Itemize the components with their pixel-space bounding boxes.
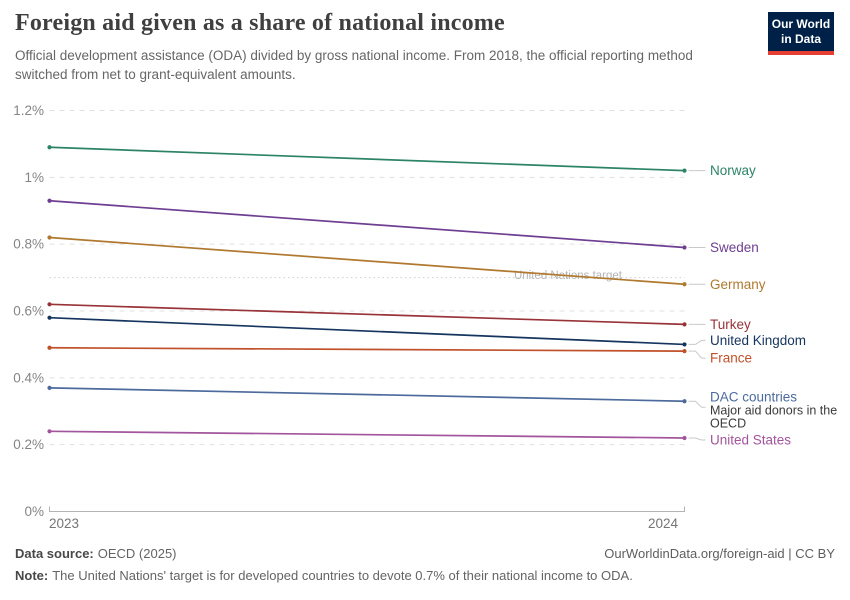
series-point-sweden-end[interactable] bbox=[682, 245, 687, 250]
series-label-norway[interactable]: Norway bbox=[710, 163, 756, 178]
series-point-norway-start[interactable] bbox=[47, 145, 52, 150]
label-connector-united-kingdom bbox=[688, 339, 706, 345]
y-tick-label: 0.8% bbox=[13, 237, 44, 252]
series-line-sweden[interactable] bbox=[49, 199, 685, 249]
series-point-dac-countries-end[interactable] bbox=[682, 399, 687, 404]
owid-logo-line1: Our World bbox=[771, 17, 831, 31]
x-axis bbox=[49, 506, 685, 512]
footer-note-label: Note: bbox=[15, 568, 49, 583]
series-line-france[interactable] bbox=[49, 346, 685, 352]
series-point-germany-start[interactable] bbox=[47, 235, 52, 240]
series-point-turkey-start[interactable] bbox=[47, 302, 52, 307]
series-point-dac-countries-start[interactable] bbox=[47, 385, 52, 390]
label-connector-united-states bbox=[688, 437, 706, 441]
series-line-united-states[interactable] bbox=[49, 430, 685, 439]
chart-subtitle: Official development assistance (ODA) di… bbox=[15, 48, 693, 83]
data-source-value: OECD (2025) bbox=[97, 546, 177, 561]
data-source: Data source: OECD (2025) bbox=[15, 546, 177, 561]
series-line-norway[interactable] bbox=[49, 146, 685, 172]
label-connector-dac-countries bbox=[688, 400, 706, 408]
series-point-france-end[interactable] bbox=[682, 349, 687, 354]
data-source-label: Data source: bbox=[15, 546, 94, 561]
series-point-united-states-end[interactable] bbox=[682, 435, 687, 441]
footer-link[interactable]: OurWorldinData.org/foreign-aid | CC BY bbox=[604, 546, 835, 561]
y-tick-label: 1.2% bbox=[13, 103, 44, 118]
chart-header: Foreign aid given as a share of national… bbox=[15, 10, 755, 84]
series-point-norway-end[interactable] bbox=[682, 168, 687, 173]
y-tick-label: 1% bbox=[24, 170, 44, 185]
series-point-united-kingdom-end[interactable] bbox=[682, 342, 687, 347]
chart-footer: Data source: OECD (2025) OurWorldinData.o… bbox=[15, 546, 835, 583]
series-line-turkey[interactable] bbox=[49, 303, 685, 326]
footer-note: Note: The United Nations' target is for d… bbox=[15, 568, 835, 583]
series-sublabel-dac-countries: Major aid donors in the bbox=[710, 404, 837, 418]
footer-note-value: The United Nations' target is for develo… bbox=[52, 568, 633, 583]
series-label-germany[interactable]: Germany bbox=[710, 277, 766, 292]
series-point-turkey-end[interactable] bbox=[682, 322, 687, 327]
y-tick-label: 0.6% bbox=[13, 304, 44, 319]
series-label-france[interactable]: France bbox=[710, 351, 752, 366]
series-sublabel-dac-countries: OECD bbox=[710, 417, 746, 431]
series-line-germany[interactable] bbox=[49, 236, 685, 286]
series-point-sweden-start[interactable] bbox=[47, 198, 52, 203]
series-line-united-kingdom[interactable] bbox=[49, 316, 685, 346]
y-tick-label: 0.2% bbox=[13, 437, 44, 452]
series-label-united-states[interactable]: United States bbox=[710, 432, 791, 447]
series-point-germany-end[interactable] bbox=[682, 282, 687, 287]
x-tick-label-2024[interactable]: 2024 bbox=[648, 516, 679, 531]
y-tick-label: 0.4% bbox=[13, 370, 44, 385]
series-point-france-start[interactable] bbox=[47, 345, 52, 350]
series-point-united-kingdom-start[interactable] bbox=[47, 315, 52, 320]
series-point-united-states-start[interactable] bbox=[47, 429, 52, 434]
series-line-dac-countries[interactable] bbox=[49, 387, 685, 403]
owid-logo-line2: in Data bbox=[780, 32, 821, 46]
owid-logo[interactable]: Our World in Data bbox=[768, 12, 834, 55]
label-connector-france bbox=[688, 350, 706, 359]
x-tick-label-2023[interactable]: 2023 bbox=[49, 516, 79, 531]
chart-title: Foreign aid given as a share of national… bbox=[15, 10, 505, 36]
series-label-united-kingdom[interactable]: United Kingdom bbox=[710, 333, 806, 348]
series-label-dac-countries[interactable]: DAC countries bbox=[710, 390, 797, 405]
series-label-sweden[interactable]: Sweden bbox=[710, 240, 759, 255]
series-label-turkey[interactable]: Turkey bbox=[710, 317, 751, 332]
y-tick-label: 0% bbox=[24, 504, 44, 519]
